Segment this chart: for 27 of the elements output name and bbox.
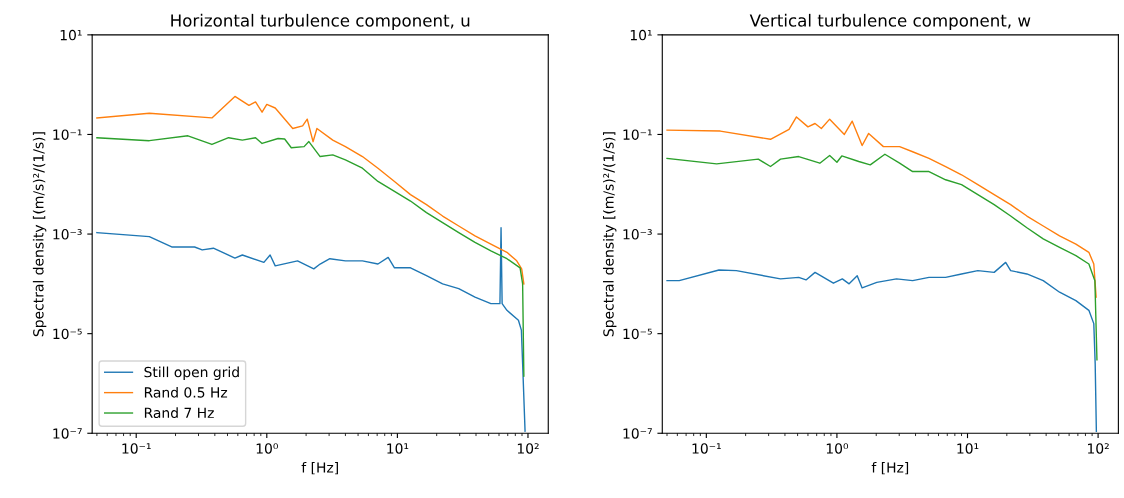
x-tick-label: 10⁻¹	[122, 443, 151, 454]
y-tick-label: 10⁻⁷	[623, 428, 652, 439]
y-tick-label: 10⁻⁵	[623, 328, 652, 340]
x-tick-label: 10¹	[957, 443, 979, 454]
y-tick-label: 10⁻¹	[53, 129, 82, 140]
y-tick-label: 10⁻³	[53, 229, 82, 240]
x-axis-title: f [Hz]	[301, 461, 338, 475]
x-tick-label: 10⁰	[826, 443, 849, 454]
chart-title: Horizontal turbulence component, u	[171, 13, 470, 30]
x-tick-label: 10⁰	[256, 443, 278, 454]
y-tick-label: 10⁻⁵	[53, 328, 82, 340]
x-axis-title: f [Hz]	[871, 461, 909, 475]
x-tick-label: 10²	[517, 443, 539, 454]
y-axis-title: Spectral density [(m/s)²/(1/s)]	[32, 132, 47, 337]
y-tick-label: 10⁻¹	[623, 129, 652, 140]
legend-label: Rand 7 Hz	[144, 407, 214, 419]
legend-label: Still open grid	[144, 366, 239, 380]
y-tick-label: 10¹	[60, 29, 82, 41]
x-tick-label: 10²	[1088, 443, 1109, 454]
y-tick-label: 10⁻³	[623, 229, 652, 240]
y-tick-label: 10⁻⁷	[53, 428, 82, 439]
x-tick-label: 10⁻¹	[692, 443, 721, 454]
y-axis-title: Spectral density [(m/s)²/(1/s)]	[602, 132, 617, 337]
chart-title: Vertical turbulence component, w	[749, 13, 1031, 30]
y-tick-label: 10¹	[630, 29, 652, 41]
legend-label: Rand 0.5 Hz	[144, 386, 228, 398]
x-tick-label: 10¹	[387, 443, 409, 454]
